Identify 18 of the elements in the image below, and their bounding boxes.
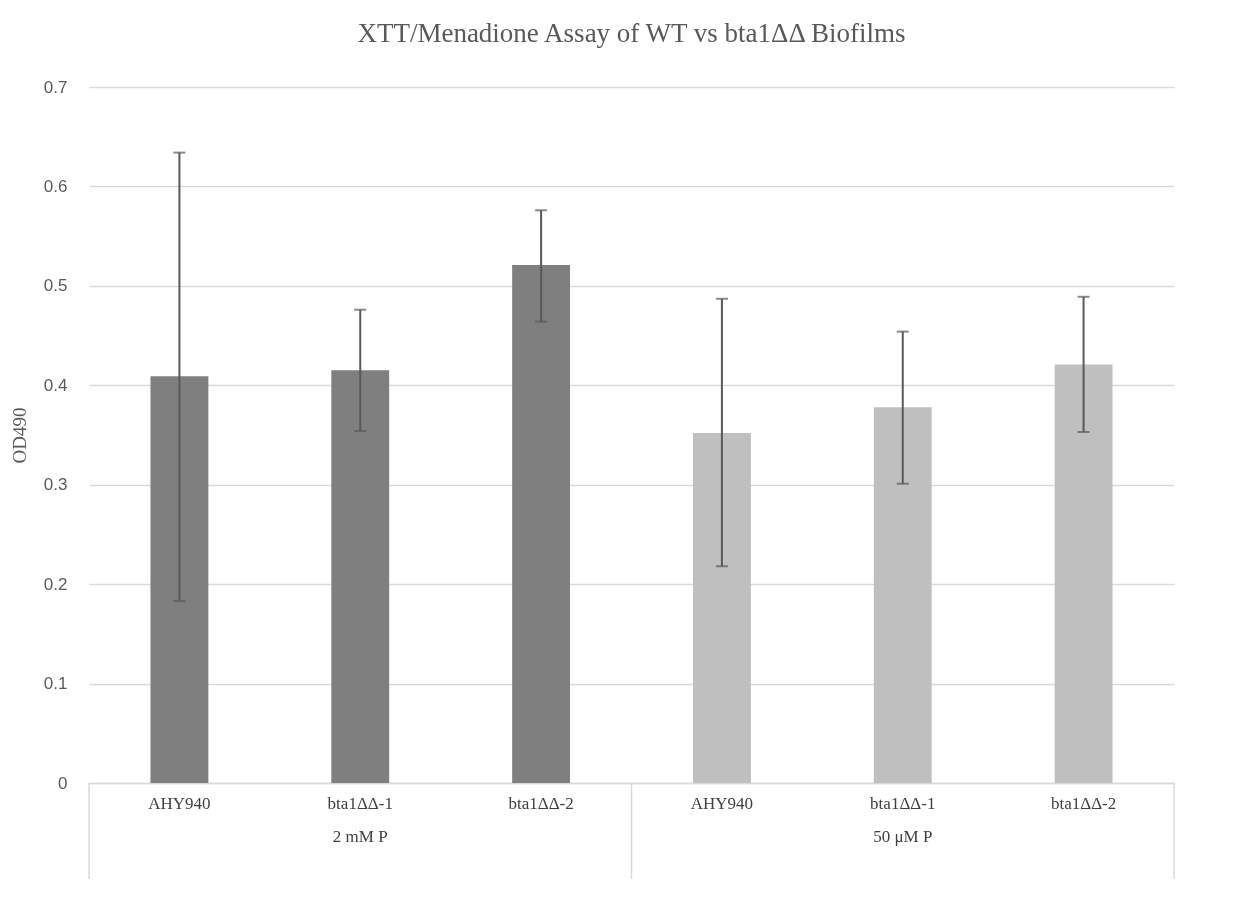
y-tick-label: 0.1 <box>43 674 68 694</box>
x-tick-label: bta1ΔΔ-2 <box>1050 793 1117 813</box>
text: 50 μM P <box>873 827 933 846</box>
y-tick-label: 0.7 <box>43 77 68 97</box>
text: 2 mM P <box>332 827 388 846</box>
y-tick-label: 0.3 <box>43 475 68 495</box>
x-tick-label: bta1ΔΔ-1 <box>327 793 393 813</box>
x-tick-label: bta1ΔΔ-2 <box>508 793 574 813</box>
y-tick-label: 0.2 <box>43 574 68 594</box>
chart-title: XTT/Menadione Assay of WT vs bta1ΔΔ Biofilms <box>357 18 906 48</box>
x-tick-label: bta1ΔΔ-1 <box>870 793 936 813</box>
x-tick-label: AHY940 <box>148 793 211 813</box>
y-tick-label: 0 <box>58 773 68 793</box>
y-tick-label: 0.6 <box>43 176 68 196</box>
y-axis-title: OD490 <box>8 407 30 464</box>
x-tick-label: AHY940 <box>690 793 754 813</box>
y-tick-label: 0.5 <box>43 276 68 296</box>
y-tick-label: 0.4 <box>43 375 68 395</box>
